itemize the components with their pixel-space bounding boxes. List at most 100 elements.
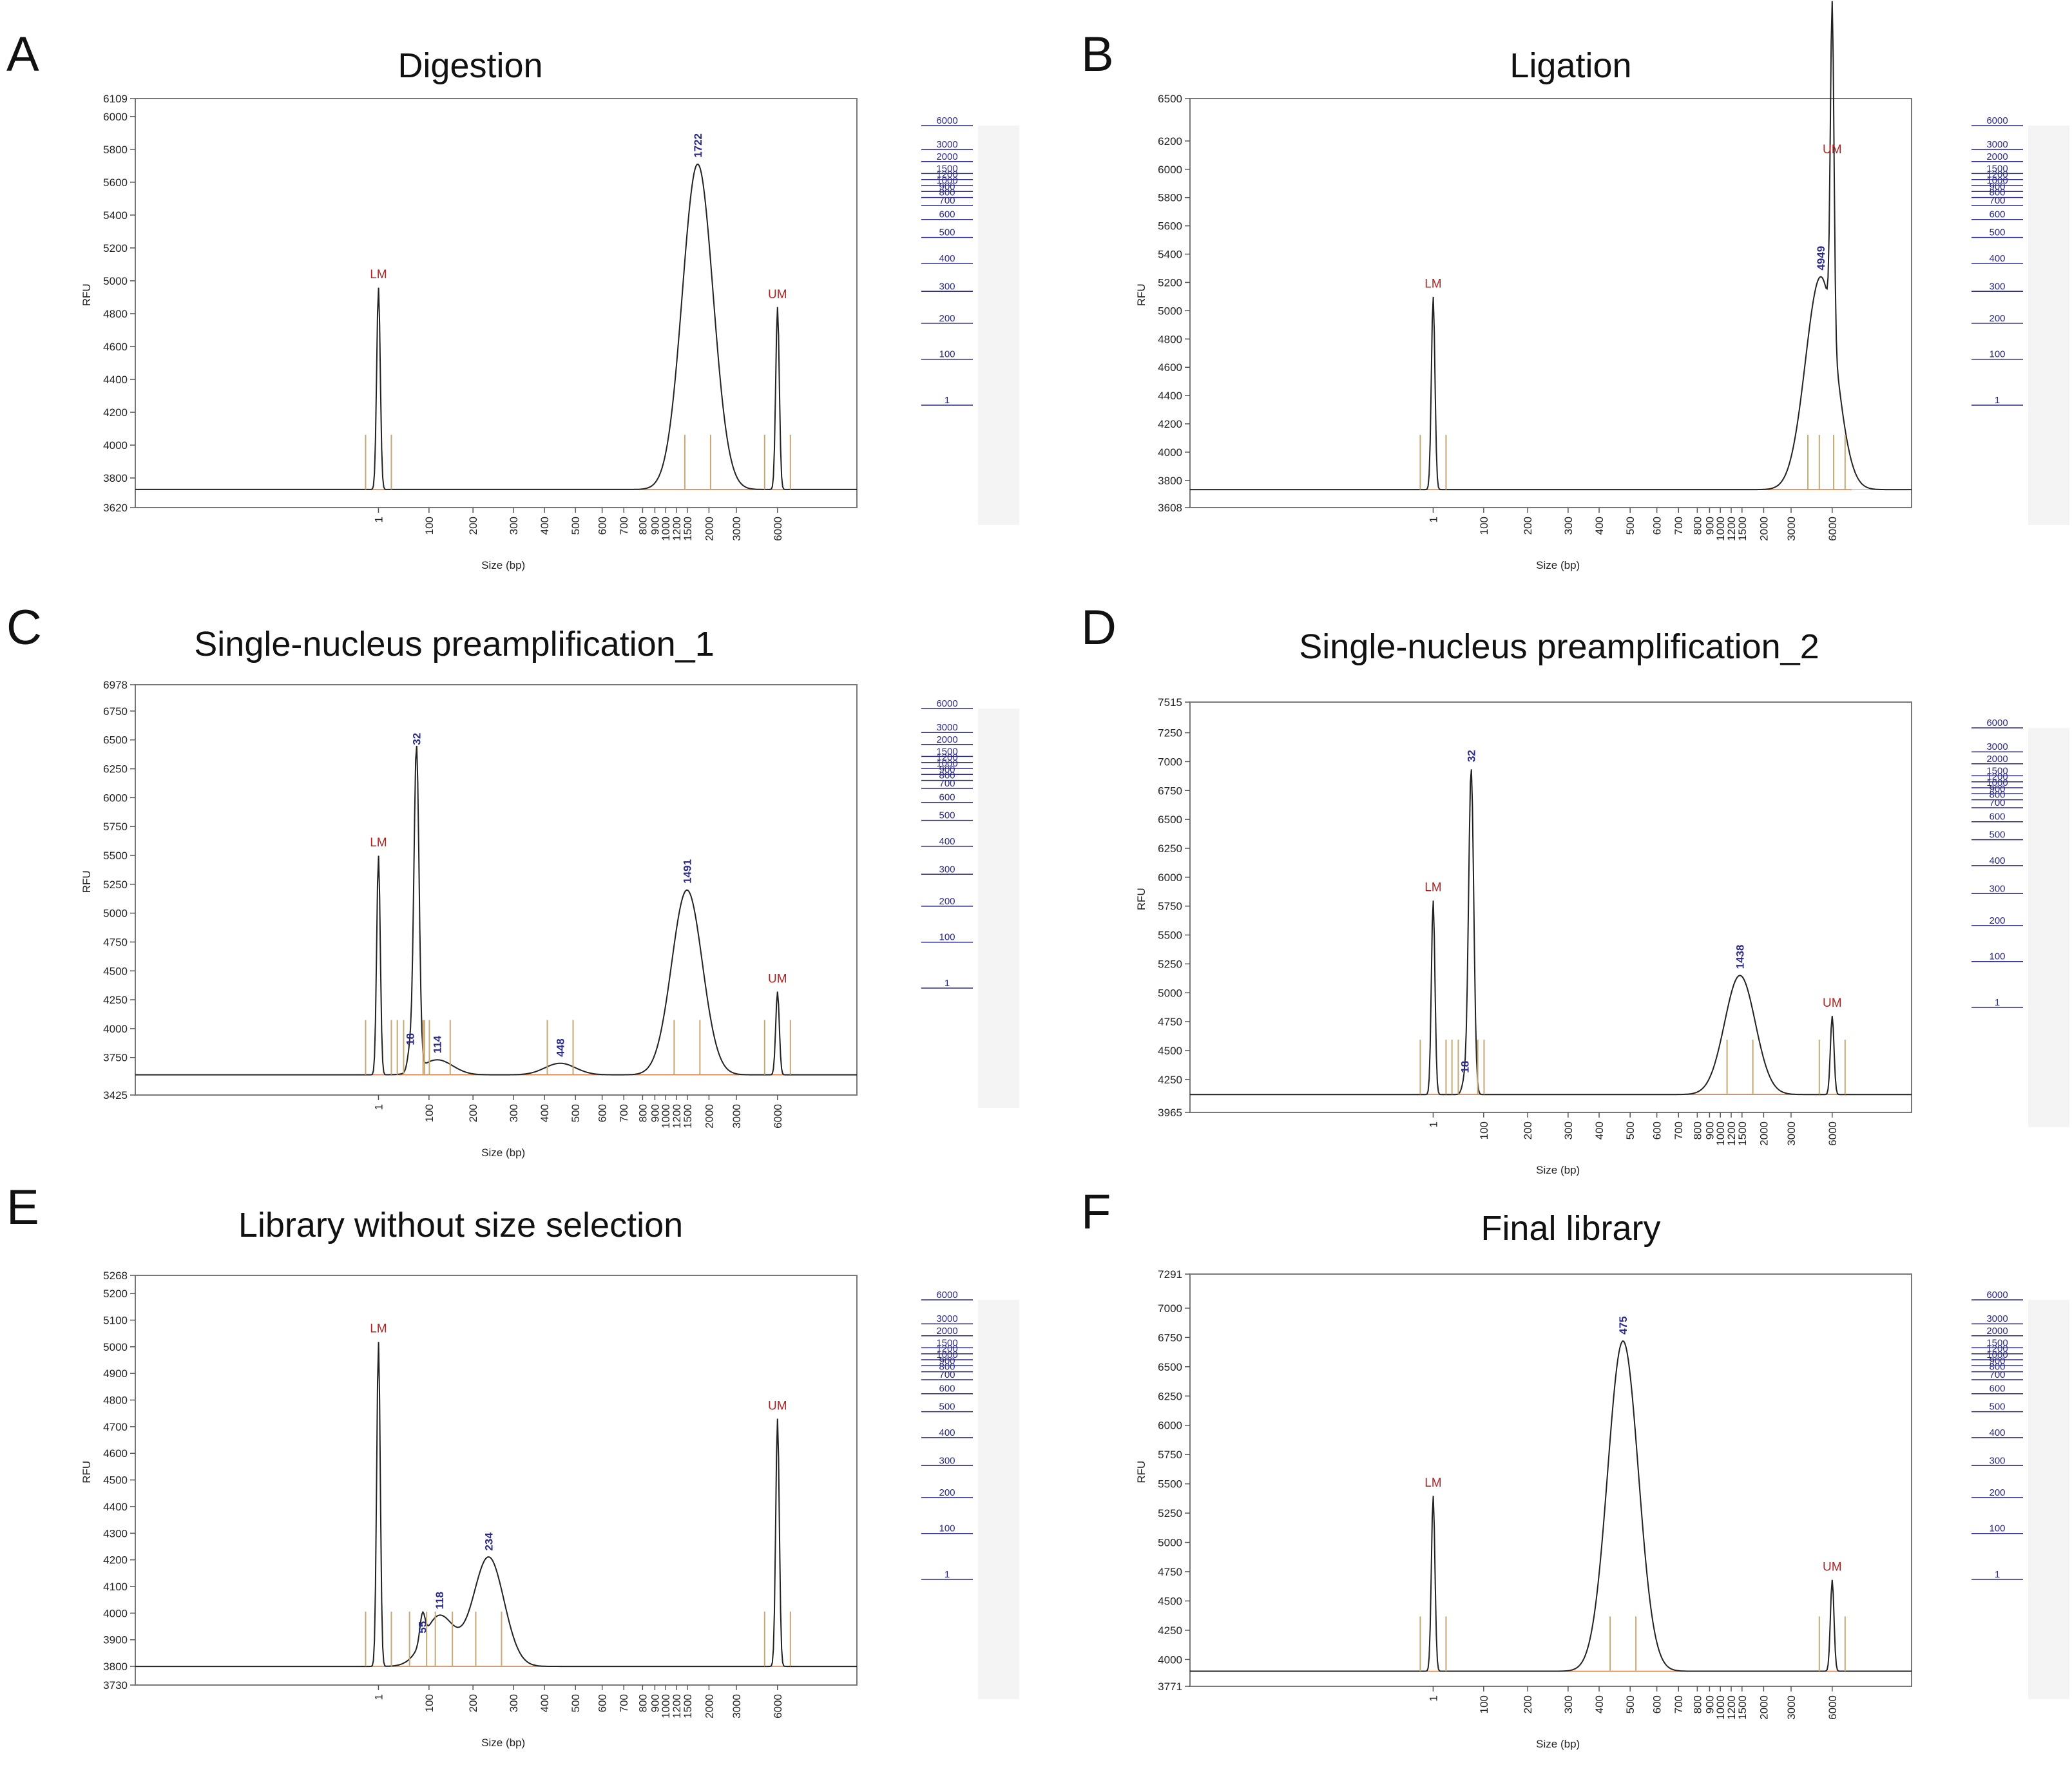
- ladder-label: 300: [1989, 883, 2005, 894]
- y-tick-label: 5100: [103, 1314, 128, 1326]
- y-tick-label: 4800: [1158, 333, 1182, 345]
- x-tick-label: 800: [1691, 517, 1703, 535]
- y-tick-label: 4800: [103, 308, 128, 320]
- x-tick-label: 100: [423, 1104, 436, 1122]
- y-tick-label: 6500: [1158, 1361, 1182, 1373]
- y-tick-label: 4000: [1158, 446, 1182, 459]
- y-tick-label: 4250: [1158, 1074, 1182, 1086]
- y-tick-label: 7000: [1158, 756, 1182, 768]
- peak-label: 55: [417, 1621, 429, 1634]
- y-tick-label: 7000: [1158, 1302, 1182, 1315]
- x-tick-label: 1200: [671, 517, 683, 541]
- x-tick-label: 600: [1651, 1121, 1664, 1139]
- gel-lane: [2028, 728, 2069, 1127]
- x-tick-label: 1500: [1736, 1695, 1749, 1720]
- x-tick-label: 100: [1478, 517, 1490, 535]
- electropherogram-trace: [1190, 1340, 1912, 1672]
- y-tick-label: 6978: [103, 679, 128, 691]
- x-tick-label: 1200: [671, 1694, 683, 1719]
- ladder-label: 600: [1989, 1384, 2005, 1395]
- y-tick-label: 6500: [1158, 814, 1182, 826]
- y-tick-label: 4000: [103, 439, 128, 452]
- x-tick-label: 1200: [1725, 1695, 1738, 1720]
- ladder-label: 1: [1995, 997, 2000, 1008]
- gel-lane: [978, 709, 1019, 1108]
- ladder-label: 800: [1989, 187, 2005, 198]
- x-tick-label: 900: [1703, 1121, 1716, 1139]
- y-tick-label: 5000: [1158, 1537, 1182, 1549]
- ladder-label: 600: [1989, 812, 2005, 823]
- y-tick-label: 4750: [1158, 1566, 1182, 1578]
- peak-label: 114: [432, 1035, 444, 1053]
- ladder-label: 400: [1989, 855, 2005, 866]
- x-tick-label: 800: [1691, 1695, 1703, 1713]
- x-tick-label: 500: [570, 1694, 582, 1712]
- ladder-label: 100: [939, 1523, 955, 1534]
- plot-frame: [135, 1275, 858, 1686]
- y-tick-label: 3800: [1158, 475, 1182, 487]
- y-axis-label: RFU: [81, 870, 93, 893]
- y-tick-label: 6109: [103, 93, 128, 105]
- y-tick-label: 5600: [1158, 220, 1182, 233]
- x-tick-label: 300: [1562, 1695, 1575, 1713]
- y-tick-label: 4400: [103, 1501, 128, 1513]
- ladder-label: 1200: [1986, 1344, 2008, 1355]
- marker-label: LM: [1424, 1476, 1441, 1490]
- ladder-label: 1200: [1986, 169, 2008, 180]
- x-tick-label: 1: [1427, 1121, 1439, 1127]
- x-tick-label: 700: [1673, 1695, 1685, 1713]
- ladder-label: 400: [1989, 253, 2005, 264]
- ladder-label: 3000: [1986, 1313, 2008, 1324]
- panel-a: A Digestion 3620 3800 4000 4200 4400 4600 4800 50…: [6, 27, 1019, 571]
- panel-title: Ligation: [1510, 46, 1631, 85]
- x-tick-label: 1500: [1736, 1121, 1749, 1146]
- ladder-label: 1: [945, 978, 950, 989]
- panel-title: Single-nucleus preamplification_2: [1299, 627, 1819, 666]
- x-tick-label: 600: [1651, 517, 1664, 535]
- y-tick-label: 4600: [1158, 361, 1182, 374]
- x-tick-label: 3000: [731, 517, 743, 541]
- y-tick-label: 4200: [103, 1554, 128, 1567]
- y-tick-label: 6000: [103, 111, 128, 123]
- y-tick-label: 6500: [103, 734, 128, 747]
- ladder-label: 500: [939, 810, 955, 821]
- peak-label: 18: [405, 1033, 417, 1045]
- y-tick-label: 6000: [1158, 164, 1182, 176]
- ladder-label: 100: [939, 932, 955, 943]
- x-tick-label: 900: [1703, 1695, 1716, 1713]
- x-tick-label: 3000: [1785, 517, 1798, 541]
- x-tick-label: 900: [1703, 517, 1716, 535]
- x-tick-label: 1500: [682, 1104, 694, 1129]
- x-tick-label: 6000: [772, 517, 784, 541]
- ladder-label: 200: [1989, 1487, 2005, 1498]
- x-tick-label: 500: [1624, 517, 1636, 535]
- x-tick-label: 700: [618, 1104, 630, 1122]
- x-tick-label: 900: [649, 1694, 661, 1712]
- ladder-label: 1200: [936, 1344, 957, 1355]
- x-tick-label: 1000: [1714, 1121, 1727, 1146]
- ladder-label: 100: [1989, 1523, 2005, 1534]
- y-tick-label: 5000: [103, 908, 128, 920]
- x-tick-label: 3000: [1785, 1695, 1798, 1720]
- y-tick-label: 5750: [1158, 1449, 1182, 1461]
- x-tick-label: 600: [597, 1694, 609, 1712]
- ladder-label: 1: [1995, 1569, 2000, 1580]
- x-tick-label: 400: [1593, 1695, 1606, 1713]
- ladder-label: 300: [939, 864, 955, 875]
- ladder-label: 800: [939, 1362, 955, 1373]
- x-tick-label: 100: [423, 517, 436, 535]
- x-tick-label: 500: [570, 517, 582, 535]
- x-tick-label: 400: [539, 1694, 551, 1712]
- peak-label: 1438: [1734, 945, 1747, 969]
- peak-label: 475: [1617, 1316, 1629, 1334]
- x-axis-label: Size (bp): [481, 559, 525, 571]
- y-tick-label: 6750: [1158, 1331, 1182, 1344]
- electropherogram-trace: [135, 163, 857, 490]
- y-tick-label: 4100: [103, 1581, 128, 1593]
- x-tick-label: 1000: [1714, 1695, 1727, 1720]
- y-tick-label: 5000: [103, 1341, 128, 1353]
- y-axis-label: RFU: [1135, 888, 1147, 910]
- ladder-label: 900: [1989, 181, 2005, 192]
- gel-lane: [978, 126, 1019, 525]
